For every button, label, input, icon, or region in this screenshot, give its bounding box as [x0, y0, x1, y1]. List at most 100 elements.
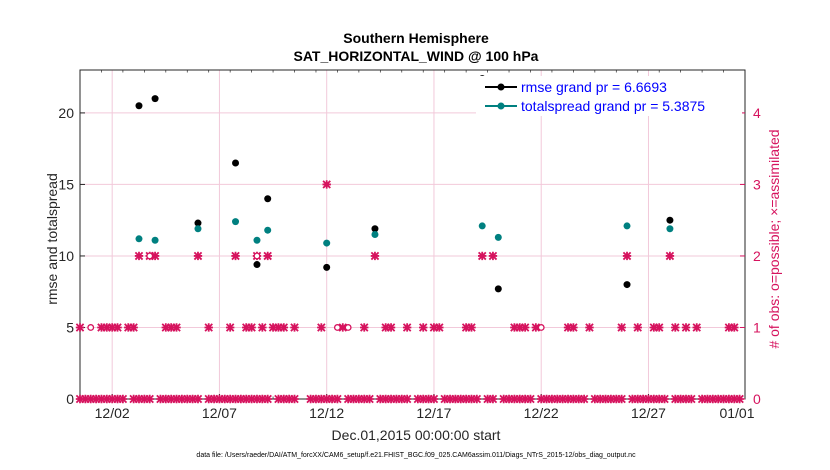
obs-assimilated-point [386, 394, 396, 404]
y-axis-right: 0 1 2 3 4 [740, 105, 761, 407]
obs-assimilated-point [338, 323, 348, 332]
totalspread-point [323, 239, 331, 247]
obs-assimilated-point [418, 323, 428, 332]
obs-assimilated-point [381, 394, 390, 404]
obs-assimilated-point [612, 394, 621, 404]
obs-assimilated-point [317, 394, 326, 404]
obs-assimilated-point [209, 394, 219, 404]
obs-assimilated-point [370, 251, 380, 261]
obs-assimilated-point [242, 323, 251, 332]
obs-assimilated-point [258, 323, 267, 332]
obs-assimilated-point [671, 394, 680, 404]
obs-assimilated-point [472, 394, 482, 404]
y-right-tick-label: 0 [753, 391, 761, 407]
obs-assimilated-point [510, 323, 519, 332]
chart-title: Southern Hemisphere [343, 30, 489, 46]
plot-marks [75, 75, 744, 404]
obs-assimilated-point [161, 323, 171, 332]
obs-assimilated-point [290, 394, 299, 404]
obs-assimilated-point [236, 394, 246, 404]
obs-assimilated-point [231, 251, 240, 261]
obs-assimilated-point [456, 394, 466, 404]
obs-assimilated-point [113, 323, 122, 332]
y-tick-label: 20 [58, 105, 74, 121]
obs-assimilated-point [569, 394, 578, 404]
rmse-point [253, 261, 261, 269]
obs-assimilated-point [424, 394, 433, 404]
obs-assimilated-point [284, 394, 294, 404]
obs-assimilated-point [445, 394, 455, 404]
obs-assimilated-point [719, 394, 728, 404]
obs-assimilated-point [579, 394, 589, 404]
obs-assimilated-point [687, 394, 696, 404]
totalspread-point [623, 222, 631, 230]
obs-assimilated-point [172, 323, 181, 332]
obs-assimilated-point [735, 394, 744, 404]
y-right-tick-label: 2 [753, 248, 761, 264]
obs-assimilated-point [724, 394, 734, 404]
obs-assimilated-point [242, 394, 251, 404]
totalspread-point [194, 225, 202, 233]
obs-possible-point [87, 324, 95, 331]
rmse-point [264, 195, 272, 203]
obs-assimilated-point [563, 394, 573, 404]
obs-assimilated-point [461, 323, 471, 332]
obs-assimilated-point [654, 323, 664, 332]
obs-assimilated-point [606, 394, 616, 404]
obs-assimilated-point [183, 394, 192, 404]
x-tick-label: 12/07 [202, 405, 237, 421]
obs-assimilated-point [279, 323, 289, 332]
y-tick-label: 10 [58, 248, 74, 264]
obs-assimilated-point [172, 394, 181, 404]
obs-assimilated-point [134, 394, 144, 404]
legend-rmse-marker [497, 83, 505, 91]
obs-assimilated-point [649, 323, 659, 332]
obs-assimilated-point [638, 394, 648, 404]
obs-assimilated-point [306, 394, 315, 404]
obs-assimilated-point [515, 394, 524, 404]
rmse-point [623, 281, 631, 289]
rmse-point [666, 216, 674, 224]
obs-assimilated-point [730, 394, 739, 404]
obs-assimilated-point [488, 394, 498, 404]
obs-assimilated-point [188, 394, 197, 404]
obs-assimilated-point [681, 394, 691, 404]
obs-assimilated-point [279, 394, 289, 404]
obs-assimilated-point [510, 394, 519, 404]
obs-assimilated-point [225, 323, 235, 332]
rmse-point [151, 95, 159, 103]
obs-assimilated-point [118, 394, 128, 404]
rmse-point [371, 225, 379, 233]
obs-assimilated-point [150, 251, 160, 261]
obs-assimilated-point [75, 394, 85, 404]
obs-assimilated-point [595, 394, 605, 404]
obs-assimilated-point [107, 394, 117, 404]
x-tick-label: 12/12 [309, 405, 344, 421]
obs-assimilated-point [177, 394, 187, 404]
obs-assimilated-point [617, 323, 626, 332]
obs-assimilated-point [402, 323, 412, 332]
obs-assimilated-point [81, 394, 90, 404]
obs-assimilated-point [467, 323, 476, 332]
obs-assimilated-point [129, 323, 138, 332]
obs-assimilated-point [477, 251, 487, 261]
obs-assimilated-point [86, 394, 95, 404]
legend: rmse grand pr = 6.6693 totalspread grand… [476, 76, 742, 116]
obs-assimilated-point [644, 394, 653, 404]
chart-subtitle: SAT_HORIZONTAL_WIND @ 100 hPa [294, 48, 539, 64]
obs-assimilated-point [193, 251, 203, 261]
obs-assimilated-point [354, 394, 364, 404]
y-right-tick-label: 4 [753, 105, 761, 121]
obs-assimilated-point [359, 394, 369, 404]
obs-assimilated-point [413, 394, 423, 404]
obs-assimilated-point [263, 251, 272, 261]
obs-assimilated-point [247, 394, 256, 404]
obs-possible-point [253, 252, 261, 260]
obs-assimilated-point [204, 323, 213, 332]
obs-assimilated-point [483, 394, 492, 404]
totalspread-point [151, 236, 159, 244]
obs-possible-point [146, 252, 154, 260]
obs-assimilated-point [536, 394, 546, 404]
obs-assimilated-point [488, 251, 498, 261]
